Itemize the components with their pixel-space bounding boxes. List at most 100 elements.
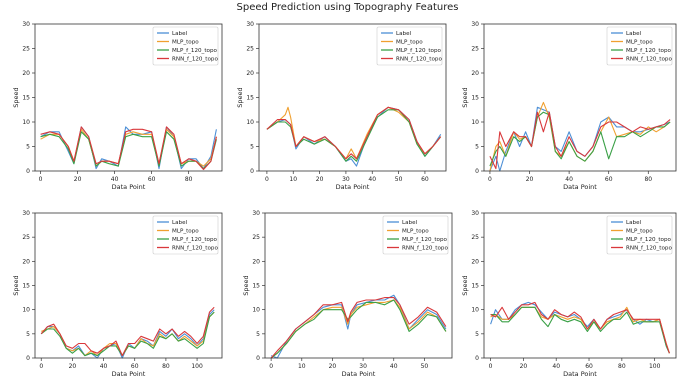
legend-label: RNN_f_120_topo — [626, 57, 672, 63]
y-tick-label: 5 — [26, 331, 30, 338]
legend-label: Label — [626, 220, 642, 226]
subplot-1: 0 20 40 60 80 0 5 10 15 20 25 30 Data Point Speed Labe… — [12, 21, 223, 191]
y-tick-label: 25 — [471, 234, 479, 241]
series-line-mlp-f-120-topo — [490, 306, 670, 354]
y-tick-label: 20 — [471, 70, 479, 77]
y-axis-label: Speed — [12, 87, 20, 107]
x-tick-label: 0 — [39, 176, 43, 183]
x-tick-label: 40 — [368, 176, 376, 183]
legend-label: MLP_f_120_topo — [172, 237, 218, 243]
y-axis-label: Speed — [236, 87, 244, 107]
x-tick-label: 10 — [289, 176, 297, 183]
y-tick-label: 25 — [22, 46, 30, 53]
y-tick-label: 10 — [246, 119, 254, 126]
legend-label: MLP_topo — [172, 229, 199, 235]
y-tick-label: 30 — [22, 210, 30, 217]
series-line-rnn-f-120-topo — [40, 126, 217, 171]
x-tick-label: 0 — [269, 363, 273, 370]
y-tick-label: 5 — [256, 331, 260, 338]
x-axis-label: Data Point — [342, 370, 376, 378]
x-tick-label: 40 — [552, 363, 560, 370]
y-tick-label: 10 — [22, 307, 30, 314]
legend-label: Label — [172, 31, 188, 37]
x-tick-label: 20 — [69, 363, 77, 370]
series-line-mlp-f-120-topo — [40, 311, 215, 357]
y-tick-label: 10 — [252, 307, 260, 314]
subplot-6: 0 20 40 60 80 100 0 5 10 15 20 25 30 Data Point Speed L… — [461, 210, 677, 378]
legend-label: RNN_f_120_topo — [172, 57, 218, 63]
legend-label: MLP_f_120_topo — [396, 48, 442, 54]
legend-label: Label — [626, 31, 642, 37]
x-tick-label: 80 — [185, 176, 193, 183]
y-tick-label: 30 — [252, 210, 260, 217]
y-tick-label: 10 — [22, 119, 30, 126]
figure-title: Speed Prediction using Topography Featur… — [236, 2, 459, 13]
legend-label: Label — [172, 220, 188, 226]
legend-label: MLP_f_120_topo — [172, 48, 218, 54]
y-tick-label: 15 — [22, 95, 30, 102]
series-line-mlp-topo — [489, 101, 671, 172]
legend: Label MLP_topo MLP_f_120_topo RNN_f_120_top… — [606, 215, 673, 255]
x-axis-label: Data Point — [563, 183, 597, 191]
x-tick-label: 60 — [148, 176, 156, 183]
x-tick-label: 30 — [359, 363, 367, 370]
y-tick-label: 10 — [471, 119, 479, 126]
y-tick-label: 30 — [471, 210, 479, 217]
y-axis-label: Speed — [242, 275, 250, 295]
x-axis-label: Data Point — [112, 370, 146, 378]
series-line-rnn-f-120-topo — [40, 306, 215, 357]
y-tick-label: 15 — [471, 283, 479, 290]
y-tick-label: 5 — [475, 144, 479, 151]
x-tick-label: 20 — [526, 176, 534, 183]
x-tick-label: 40 — [111, 176, 119, 183]
legend-label: Label — [396, 31, 412, 37]
y-tick-label: 20 — [252, 258, 260, 265]
legend-label: MLP_f_120_topo — [402, 237, 448, 243]
x-tick-label: 50 — [421, 363, 429, 370]
legend: Label MLP_topo MLP_f_120_topo RNN_f_120_top… — [606, 26, 672, 66]
y-tick-label: 15 — [22, 283, 30, 290]
legend-box — [382, 215, 449, 255]
legend-box — [152, 215, 219, 255]
y-tick-label: 5 — [475, 331, 479, 338]
x-tick-label: 0 — [39, 363, 43, 370]
legend-label: RNN_f_120_topo — [172, 246, 218, 252]
y-tick-label: 20 — [246, 70, 254, 77]
series-line-mlp-f-120-topo — [489, 111, 671, 167]
y-tick-label: 5 — [250, 144, 254, 151]
x-axis-label: Data Point — [563, 370, 597, 378]
y-axis-label: Speed — [12, 275, 20, 295]
x-tick-label: 0 — [489, 363, 493, 370]
x-tick-label: 80 — [162, 363, 170, 370]
y-tick-label: 15 — [252, 283, 260, 290]
x-tick-label: 100 — [191, 363, 203, 370]
y-tick-label: 30 — [471, 21, 479, 28]
x-tick-label: 60 — [131, 363, 139, 370]
y-tick-label: 15 — [471, 95, 479, 102]
legend: Label MLP_topo MLP_f_120_topo RNN_f_120_top… — [152, 215, 219, 255]
y-tick-label: 20 — [22, 258, 30, 265]
x-axis-label: Data Point — [112, 183, 146, 191]
x-tick-label: 20 — [329, 363, 337, 370]
legend: Label MLP_topo MLP_f_120_topo RNN_f_120_top… — [152, 26, 218, 66]
subplot-3: 0 20 40 60 80 0 5 10 15 20 25 30 Data Point Speed Labe… — [461, 21, 677, 191]
y-tick-label: 25 — [471, 46, 479, 53]
y-tick-label: 0 — [256, 355, 260, 362]
x-tick-label: 10 — [298, 363, 306, 370]
y-tick-label: 25 — [22, 234, 30, 241]
series-line-rnn-f-120-topo — [489, 111, 671, 170]
y-axis-label: Speed — [461, 275, 469, 295]
legend-label: RNN_f_120_topo — [402, 246, 448, 252]
legend-label: MLP_f_120_topo — [626, 48, 672, 54]
legend-label: MLP_topo — [172, 40, 199, 46]
x-axis-label: Data Point — [336, 183, 370, 191]
y-tick-label: 0 — [475, 355, 479, 362]
x-tick-label: 50 — [395, 176, 403, 183]
series-line-label — [489, 106, 671, 172]
y-tick-label: 5 — [26, 144, 30, 151]
x-tick-label: 20 — [74, 176, 82, 183]
legend-box — [606, 215, 673, 255]
